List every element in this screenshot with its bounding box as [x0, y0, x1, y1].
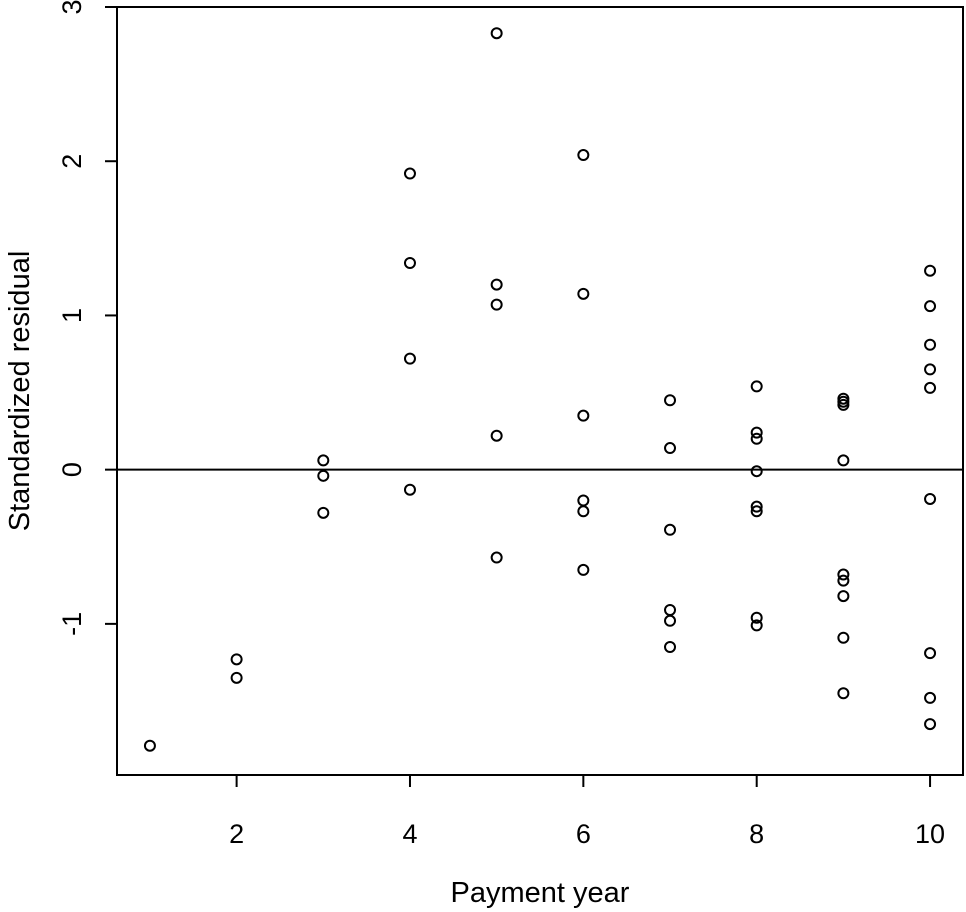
data-point [750, 505, 763, 518]
data-point [750, 500, 763, 513]
data-point [664, 641, 677, 653]
data-point [750, 619, 763, 632]
y-tick-label: 0 [57, 462, 87, 477]
x-tick-label: 6 [576, 819, 591, 849]
x-axis: 2 4 6 8 10 [229, 775, 945, 849]
data-point [750, 426, 763, 439]
data-point [577, 494, 590, 507]
x-tick-label: 10 [915, 819, 945, 849]
data-point [750, 611, 763, 624]
y-axis-title: Standardized residual [4, 251, 36, 532]
data-point [317, 454, 330, 467]
data-point [750, 465, 763, 478]
data-point [317, 506, 330, 519]
data-point [317, 469, 330, 482]
data-point [403, 352, 416, 365]
y-tick-label: -1 [57, 612, 87, 636]
data-point [664, 614, 677, 627]
data-point [924, 264, 937, 277]
data-point [837, 687, 850, 700]
data-point [837, 568, 850, 581]
data-point [750, 432, 763, 445]
data-point [664, 603, 677, 616]
data-point [837, 631, 850, 644]
data-point [837, 590, 850, 603]
data-point [837, 454, 850, 467]
data-point [230, 653, 243, 666]
data-point [924, 381, 937, 394]
data-point [143, 739, 156, 752]
data-point [664, 442, 677, 455]
data-point [577, 409, 590, 422]
data-point [577, 149, 590, 162]
data-point [490, 429, 503, 442]
data-point [924, 691, 937, 704]
data-point [924, 647, 937, 660]
data-point [924, 300, 937, 313]
data-point [664, 394, 677, 407]
data-point [924, 338, 937, 351]
data-point [837, 398, 850, 411]
data-point [924, 718, 937, 731]
data-point [403, 257, 416, 269]
data-point [230, 671, 243, 684]
data-points [143, 27, 937, 752]
data-point [837, 574, 850, 587]
data-point [577, 505, 590, 518]
y-tick-label: 3 [57, 0, 87, 15]
data-point [577, 287, 590, 300]
data-point [403, 483, 416, 496]
data-point [924, 363, 937, 376]
data-point [490, 298, 503, 311]
data-point [924, 492, 937, 505]
x-axis-title: Payment year [451, 877, 630, 909]
plot-frame [116, 6, 964, 776]
x-tick-label: 8 [749, 819, 764, 849]
x-tick-label: 2 [229, 819, 244, 849]
data-point [403, 167, 416, 180]
data-point [750, 380, 763, 393]
y-axis: -1 0 1 2 3 [57, 0, 117, 636]
y-tick-label: 1 [57, 308, 87, 323]
data-point [664, 523, 677, 536]
x-tick-label: 4 [402, 819, 417, 849]
data-point [490, 278, 503, 291]
data-point [490, 27, 503, 40]
data-point [490, 551, 503, 564]
data-point [577, 563, 590, 576]
y-tick-label: 2 [57, 154, 87, 169]
